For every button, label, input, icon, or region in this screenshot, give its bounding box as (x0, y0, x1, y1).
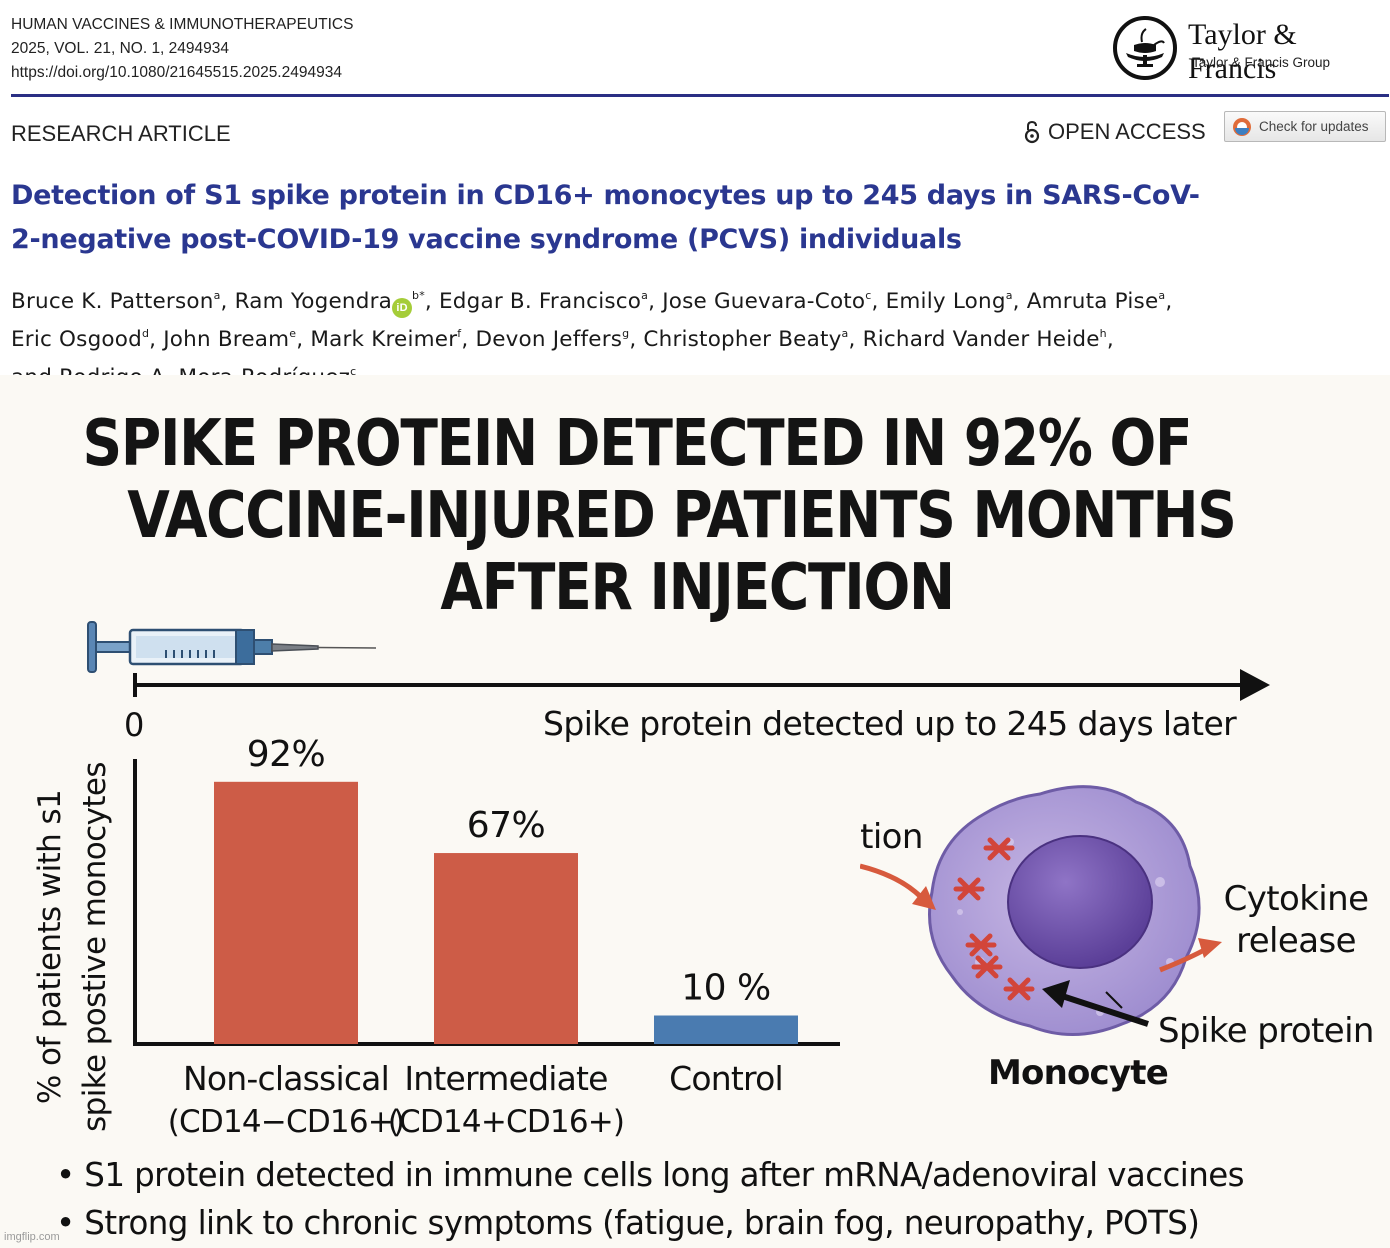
bar-value-label: 92% (247, 735, 326, 775)
y-axis-label-line1: % of patients with s1 (32, 790, 68, 1104)
monocyte-illustration: Inflammation Cytokine release Spike prot… (860, 785, 1374, 1093)
syringe-icon (87, 621, 377, 673)
author-affiliation: c (350, 365, 357, 378)
x-tick-label: (CD14+CD16+) (388, 1104, 624, 1140)
author-affiliation: a (213, 289, 221, 302)
chart-bar (434, 853, 578, 1044)
bar-chart: 92% Non-classical (CD14−CD16+) 67% Intermedi… (32, 735, 840, 1140)
author-affiliation: g (622, 327, 630, 340)
journal-doi-link[interactable]: https://doi.org/10.1080/21645515.2025.24… (11, 64, 342, 81)
author-name[interactable]: Ram Yogendra (234, 289, 393, 314)
journal-info: HUMAN VACCINES & IMMUNOTHERAPEUTICS 2025… (11, 13, 353, 85)
publisher-group: Taylor & Francis Group (1192, 55, 1331, 70)
author-affiliation: d (141, 327, 150, 340)
author-name[interactable]: Richard Vander Heide (862, 327, 1100, 352)
headline-line2: VACCINE-INJURED PATIENTS MONTHS (127, 479, 1237, 553)
author-affiliation: b* (412, 289, 425, 302)
author-affiliation: a (841, 327, 849, 340)
chart-bar (654, 1015, 798, 1044)
timeline-arrow (133, 669, 1270, 701)
spike-pointer-arrow-icon (1055, 991, 1149, 1027)
author-affiliation: a (1005, 289, 1013, 302)
bar-value-label: 10 % (681, 968, 770, 1009)
author-affiliation: e (289, 327, 297, 340)
paper-title: Detection of S1 spike protein in CD16+ m… (11, 174, 1371, 262)
author-affiliation: c (865, 289, 872, 302)
open-lock-icon (1024, 120, 1040, 144)
paper-title-line2: 2-negative post-COVID-19 vaccine syndrom… (11, 224, 962, 255)
x-tick-label: Intermediate (404, 1059, 607, 1098)
author-affiliation: f (457, 327, 462, 340)
chart-bar (214, 781, 358, 1044)
author-name[interactable]: John Bream (163, 327, 290, 352)
inflammation-arrow-icon (860, 863, 924, 900)
author-name[interactable]: Emily Long (885, 289, 1006, 314)
author-affiliation: a (641, 289, 649, 302)
author-name[interactable]: Eric Osgood (11, 327, 142, 352)
author-name[interactable]: Christopher Beaty (643, 327, 842, 352)
inflammation-label: Inflammation (860, 817, 923, 857)
publisher-name: Taylor & Francis (1188, 18, 1297, 85)
monocyte-nucleus (1007, 835, 1153, 969)
orcid-icon[interactable]: iD (392, 298, 413, 318)
timeline-start-label: 0 (124, 706, 145, 744)
open-access-label: OPEN ACCESS (1048, 119, 1206, 144)
key-finding-item: • Strong link to chronic symptoms (fatig… (56, 1204, 1200, 1242)
x-tick-label: Non-classical (183, 1059, 389, 1098)
taylor-francis-logo-icon (1113, 16, 1177, 80)
paper-title-line1: Detection of S1 spike protein in CD16+ m… (11, 180, 1200, 211)
check-for-updates-button[interactable]: Check for updates (1224, 111, 1386, 142)
timeline-label: Spike protein detected up to 245 days la… (543, 704, 1237, 743)
key-finding-item: • S1 protein detected in immune cells lo… (56, 1156, 1245, 1194)
headline-line1: SPIKE PROTEIN DETECTED IN 92% OF (82, 407, 1193, 481)
author-affiliation: h (1099, 327, 1107, 340)
spike-protein-label: Spike protein (1158, 1011, 1374, 1051)
author-affiliation: a (1158, 289, 1166, 302)
x-tick-label: Control (669, 1059, 783, 1098)
update-badge-icon (1233, 117, 1251, 136)
key-findings-list: • S1 protein detected in immune cells lo… (56, 1151, 1245, 1247)
author-name[interactable]: Jose Guevara-Coto (662, 289, 866, 314)
cytokine-label-line2: release (1236, 921, 1356, 961)
author-name[interactable]: Devon Jeffers (475, 327, 623, 352)
watermark: imgflip.com (4, 1231, 60, 1243)
open-access-badge: OPEN ACCESS (1024, 119, 1206, 145)
author-name[interactable]: Mark Kreimer (310, 327, 458, 352)
author-list: Bruce K. Pattersona, Ram Yogendra iDb*, E… (11, 280, 1381, 394)
cytokine-label-line1: Cytokine (1224, 879, 1369, 919)
bar-value-label: 67% (467, 805, 546, 846)
x-tick-label: (CD14−CD16+) (168, 1104, 404, 1140)
monocyte-label: Monocyte (988, 1053, 1168, 1093)
author-name[interactable]: Edgar B. Francisco (438, 289, 642, 314)
author-name[interactable]: Bruce K. Patterson (11, 289, 214, 314)
spike-protein-markers (953, 837, 1035, 1001)
author-name[interactable]: Amruta Pise (1026, 289, 1159, 314)
y-axis-label-line2: spike postive monocytes (77, 762, 113, 1132)
check-for-updates-label: Check for updates (1259, 119, 1369, 134)
journal-name: HUMAN VACCINES & IMMUNOTHERAPEUTICS (11, 16, 354, 33)
journal-issue: 2025, VOL. 21, NO. 1, 2494934 (11, 40, 230, 57)
headline-line3: AFTER INJECTION (440, 551, 955, 625)
article-type: RESEARCH ARTICLE (11, 121, 231, 146)
journal-header: HUMAN VACCINES & IMMUNOTHERAPEUTICS 2025… (0, 0, 1390, 390)
header-divider (11, 94, 1389, 97)
